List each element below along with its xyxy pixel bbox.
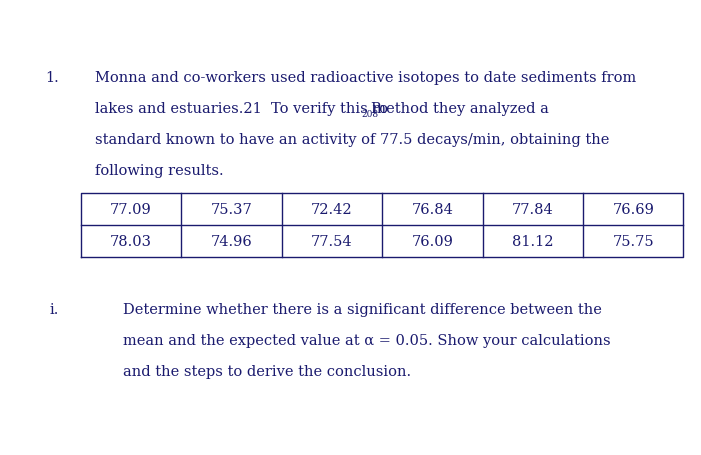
- Text: i.: i.: [49, 303, 58, 317]
- Text: and the steps to derive the conclusion.: and the steps to derive the conclusion.: [123, 364, 411, 379]
- Text: 76.69: 76.69: [612, 202, 654, 216]
- Text: mean and the expected value at α = 0.05. Show your calculations: mean and the expected value at α = 0.05.…: [123, 334, 611, 348]
- Text: 77.09: 77.09: [110, 202, 151, 216]
- Text: 72.42: 72.42: [311, 202, 353, 216]
- Text: 208: 208: [362, 110, 379, 119]
- Text: lakes and estuaries.21  To verify this method they analyzed a: lakes and estuaries.21 To verify this me…: [95, 101, 553, 116]
- Text: 76.09: 76.09: [411, 234, 454, 248]
- Text: 77.84: 77.84: [512, 202, 554, 216]
- Text: 75.75: 75.75: [613, 234, 654, 248]
- Text: Monna and co-workers used radioactive isotopes to date sediments from: Monna and co-workers used radioactive is…: [95, 71, 636, 85]
- Text: standard known to have an activity of 77.5 decays/min, obtaining the: standard known to have an activity of 77…: [95, 132, 609, 147]
- Text: 1.: 1.: [46, 71, 60, 85]
- Text: Determine whether there is a significant difference between the: Determine whether there is a significant…: [123, 303, 601, 317]
- Text: 81.12: 81.12: [512, 234, 554, 248]
- Text: 74.96: 74.96: [210, 234, 252, 248]
- Text: 77.54: 77.54: [311, 234, 353, 248]
- Text: Po: Po: [370, 101, 388, 116]
- Text: 78.03: 78.03: [110, 234, 152, 248]
- Text: following results.: following results.: [95, 163, 223, 177]
- Text: 76.84: 76.84: [411, 202, 454, 216]
- Text: 75.37: 75.37: [210, 202, 252, 216]
